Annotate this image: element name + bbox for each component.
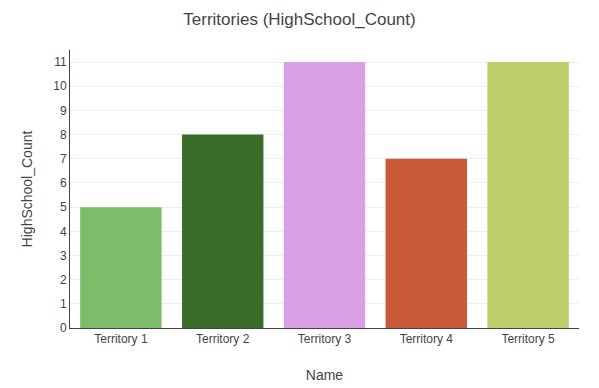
- svg-text:9: 9: [60, 104, 67, 118]
- svg-text:Name: Name: [306, 367, 344, 383]
- svg-text:6: 6: [60, 176, 67, 190]
- svg-text:2: 2: [60, 273, 67, 287]
- svg-text:HighSchool_Count: HighSchool_Count: [19, 131, 35, 248]
- svg-text:3: 3: [60, 249, 67, 263]
- svg-text:Territory 3: Territory 3: [298, 332, 352, 346]
- svg-text:0: 0: [60, 321, 67, 335]
- svg-text:8: 8: [60, 128, 67, 142]
- svg-text:4: 4: [60, 225, 67, 239]
- svg-text:Territory 1: Territory 1: [94, 332, 148, 346]
- svg-text:10: 10: [53, 79, 67, 93]
- svg-text:Territories (HighSchool_Count): Territories (HighSchool_Count): [183, 10, 415, 29]
- svg-text:5: 5: [60, 200, 67, 214]
- svg-text:7: 7: [60, 152, 67, 166]
- svg-text:1: 1: [60, 297, 67, 311]
- svg-text:Territory 4: Territory 4: [400, 332, 454, 346]
- svg-text:Territory 2: Territory 2: [196, 332, 250, 346]
- svg-text:Territory 5: Territory 5: [501, 332, 555, 346]
- svg-text:11: 11: [54, 55, 67, 69]
